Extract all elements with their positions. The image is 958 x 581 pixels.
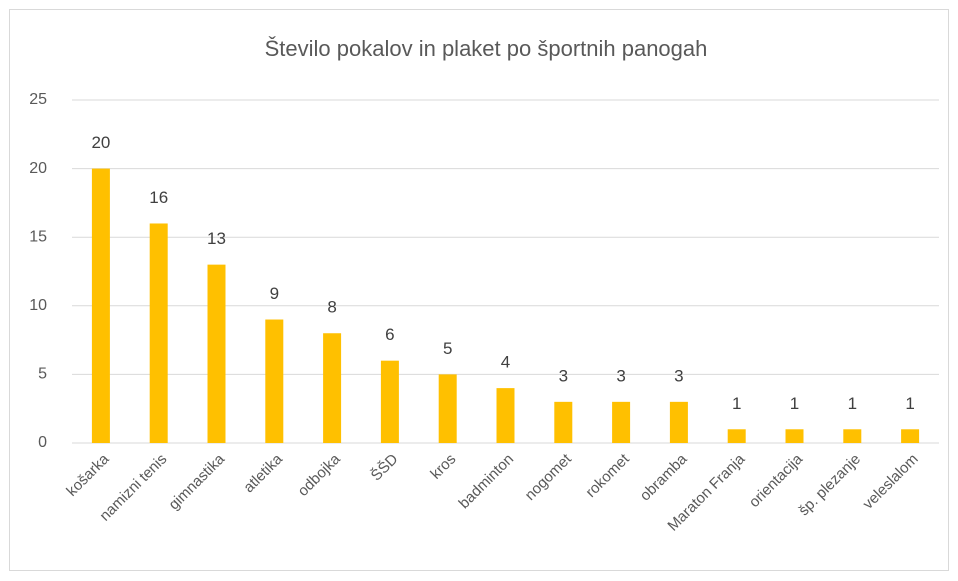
bar: [554, 401, 573, 443]
bar: [380, 360, 399, 443]
bar: [727, 429, 746, 443]
data-label: 3: [674, 366, 683, 385]
data-label: 5: [443, 339, 452, 358]
bar: [785, 429, 804, 443]
chart-title: Število pokalov in plaket po športnih pa…: [265, 36, 708, 61]
data-label: 3: [616, 366, 625, 385]
data-label: 3: [559, 366, 568, 385]
y-tick-label: 15: [29, 228, 47, 245]
bar: [669, 401, 688, 443]
bar: [265, 319, 284, 443]
bar: [91, 168, 110, 443]
bar: [149, 223, 168, 443]
data-label: 9: [270, 284, 279, 303]
data-label: 13: [207, 229, 226, 248]
data-label: 1: [732, 394, 741, 413]
y-tick-label: 25: [29, 91, 47, 108]
bar: [901, 429, 920, 443]
data-label: 4: [501, 353, 510, 372]
y-tick-label: 20: [29, 160, 47, 177]
bar: [438, 374, 457, 443]
data-label: 16: [149, 188, 168, 207]
y-tick-label: 0: [38, 434, 47, 451]
data-label: 20: [91, 133, 110, 152]
data-label: 8: [327, 298, 336, 317]
bar: [207, 264, 226, 443]
bar: [323, 333, 342, 443]
bar: [612, 401, 631, 443]
data-label: 6: [385, 325, 394, 344]
data-label: 1: [905, 394, 914, 413]
bar: [496, 388, 515, 443]
y-tick-label: 10: [29, 297, 47, 314]
data-label: 1: [790, 394, 799, 413]
data-label: 1: [848, 394, 857, 413]
y-tick-label: 5: [38, 366, 47, 383]
bar: [843, 429, 862, 443]
